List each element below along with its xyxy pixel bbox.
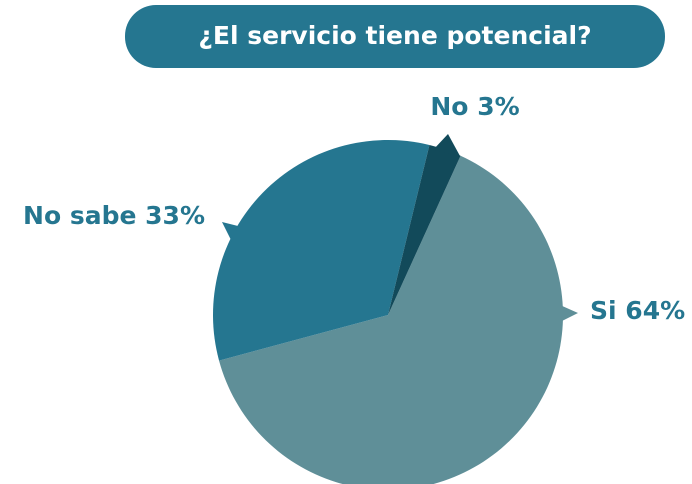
slice-label: No sabe 33% — [23, 201, 205, 230]
chart-title: ¿El servicio tiene potencial? — [198, 21, 591, 50]
value-label: 3% — [477, 92, 519, 121]
pointer — [222, 222, 238, 242]
pie-slice — [388, 144, 461, 315]
slice-label: Si 64% — [590, 296, 685, 325]
title-pill — [125, 5, 665, 68]
category: No sabe — [23, 201, 136, 230]
pie-slice — [219, 155, 563, 484]
pointer — [433, 134, 460, 156]
value-label: 64% — [625, 296, 685, 325]
pie — [213, 140, 563, 484]
value-label: 33% — [145, 201, 205, 230]
category: No — [430, 92, 468, 121]
slice-label: No 3% — [430, 92, 519, 121]
pointer — [560, 305, 578, 322]
pie-slice — [213, 140, 430, 361]
category: Si — [590, 296, 617, 325]
